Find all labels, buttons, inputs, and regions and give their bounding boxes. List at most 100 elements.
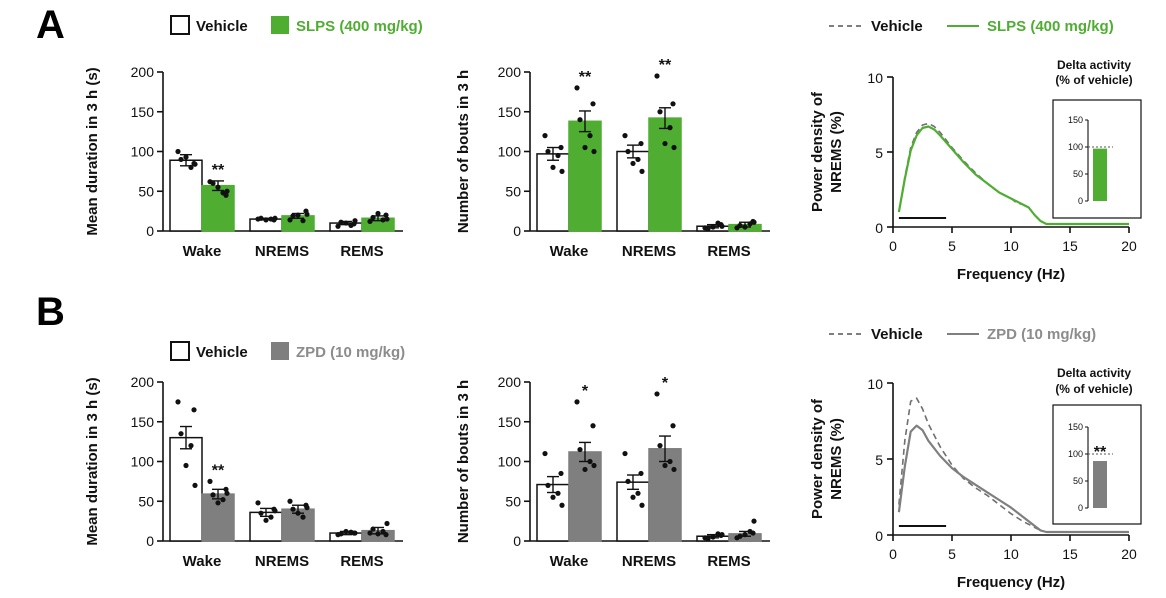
y-axis-label: Number of bouts in 3 h (455, 380, 472, 543)
y-tick-label: 0 (513, 533, 521, 549)
data-point (367, 530, 373, 536)
data-point (574, 399, 580, 405)
y-tick-label: 5 (875, 452, 883, 468)
bar (568, 120, 602, 232)
x-axis-label: Frequency (Hz) (957, 574, 1065, 591)
y-axis-label: Number of bouts in 3 h (455, 70, 472, 233)
y-axis-label: Power density of NREMS (%) (809, 91, 845, 212)
category-label: REMS (707, 243, 750, 260)
bar (648, 117, 682, 232)
data-point (715, 220, 721, 226)
category-label: Wake (550, 243, 589, 260)
significance-marker: ** (659, 57, 672, 74)
data-point (582, 144, 588, 151)
data-point (210, 492, 216, 498)
data-point (630, 160, 636, 167)
data-point (747, 528, 753, 535)
data-point (335, 223, 341, 229)
x-tick-label: 5 (948, 238, 956, 254)
data-point (220, 497, 226, 503)
data-point (559, 168, 565, 174)
x-tick-label: 15 (1062, 238, 1078, 254)
data-point (590, 423, 596, 429)
data-point (178, 156, 184, 163)
category-label: Wake (550, 553, 589, 570)
significance-marker: ** (579, 69, 592, 86)
data-point (737, 533, 743, 539)
y-tick-label: 150 (131, 104, 155, 120)
data-point (175, 148, 181, 155)
legend-vehicle-label: Vehicle (196, 344, 248, 361)
data-point (657, 109, 663, 115)
data-point (710, 224, 716, 230)
y-tick-label: 100 (498, 144, 522, 160)
y-tick-label: 10 (867, 376, 883, 392)
y-tick-label: 150 (498, 104, 522, 120)
inset-y-tick-label: 0 (1078, 503, 1083, 513)
series-line-treatment (897, 424, 1129, 534)
data-point (591, 148, 597, 155)
data-point (268, 216, 274, 222)
data-point (638, 470, 644, 477)
data-point (304, 505, 310, 511)
data-point (545, 482, 551, 488)
significance-marker: * (582, 383, 589, 400)
y-tick-label: 150 (498, 414, 522, 430)
data-point (258, 215, 264, 221)
data-point (751, 219, 757, 225)
inset-subtitle: (% of vehicle) (1055, 73, 1132, 87)
data-point (348, 529, 354, 535)
data-point (380, 217, 386, 223)
spectrum-legend: Vehicle SLPS (400 mg/kg) (829, 18, 1114, 35)
data-point (654, 73, 660, 79)
data-point (255, 500, 261, 506)
category-label: Wake (183, 243, 222, 260)
x-tick-label: 0 (889, 546, 897, 562)
legend-treatment-label: SLPS (400 mg/kg) (987, 18, 1114, 35)
y-tick-label: 0 (875, 220, 883, 236)
y-tick-label: 0 (875, 528, 883, 544)
legend-vehicle-label: Vehicle (871, 326, 923, 343)
category-label: NREMS (622, 243, 676, 260)
data-point (622, 450, 628, 457)
data-point (635, 156, 641, 163)
data-point (220, 190, 226, 196)
data-point (558, 144, 564, 151)
data-point (375, 531, 381, 537)
y-tick-label: 100 (498, 454, 522, 470)
data-point (258, 510, 264, 516)
legend-treatment-swatch (271, 342, 289, 360)
data-point (715, 531, 721, 537)
data-point (545, 148, 551, 155)
data-point (352, 218, 358, 224)
inset-y-tick-label: 150 (1068, 115, 1083, 125)
y-tick-label: 50 (505, 183, 521, 199)
inset-y-tick-label: 50 (1073, 476, 1083, 486)
y-tick-label: 200 (498, 64, 522, 80)
data-point (224, 188, 230, 194)
data-point (375, 210, 381, 217)
data-point (638, 140, 644, 147)
data-point (559, 502, 565, 508)
data-point (587, 458, 593, 465)
significance-marker: * (662, 375, 669, 392)
data-point (558, 470, 564, 477)
data-point (654, 391, 660, 397)
bar (169, 159, 203, 232)
inset-significance-marker: ** (1094, 444, 1107, 461)
data-point (737, 222, 743, 229)
data-point (367, 218, 373, 225)
data-point (670, 423, 676, 429)
data-point (207, 478, 213, 484)
legend-treatment-swatch (271, 16, 289, 34)
category-label: REMS (707, 553, 750, 570)
data-point (272, 215, 278, 221)
x-tick-label: 20 (1121, 238, 1137, 254)
x-tick-label: 20 (1121, 546, 1137, 562)
data-point (671, 144, 677, 151)
data-point (667, 125, 673, 131)
data-point (380, 528, 386, 535)
category-label: REMS (340, 553, 383, 570)
